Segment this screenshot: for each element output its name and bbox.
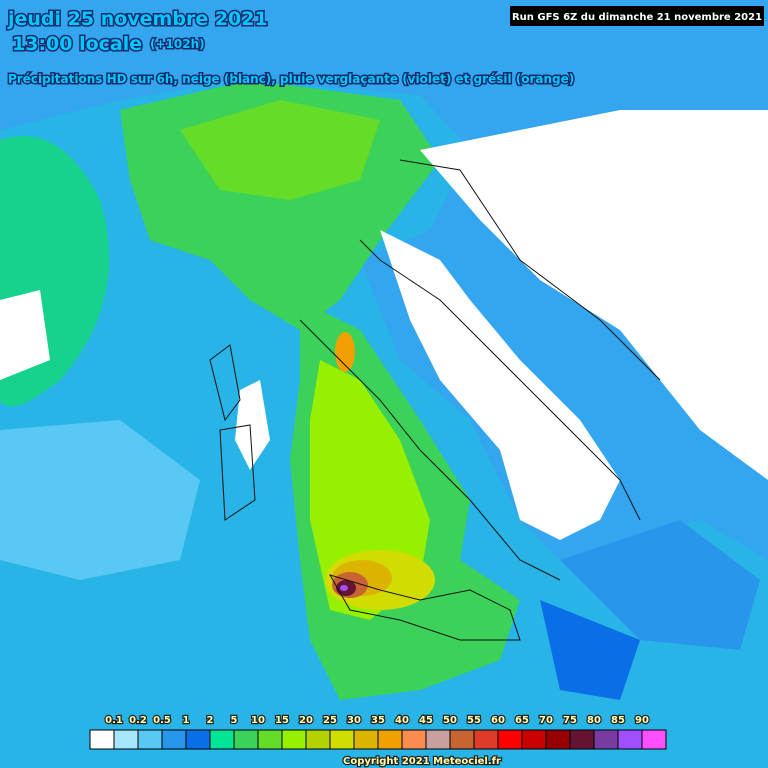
legend-label: 55	[467, 715, 481, 726]
date-title: jeudi 25 novembre 2021	[7, 8, 268, 30]
copyright: Copyright 2021 Meteociel.fr	[343, 756, 501, 767]
legend-swatch	[521, 729, 547, 750]
legend-swatch	[209, 729, 235, 750]
legend-swatch	[401, 729, 427, 750]
legend-swatch	[617, 729, 643, 750]
legend-swatch	[593, 729, 619, 750]
legend-label: 1	[183, 715, 190, 726]
subtitle: Précipitations HD sur 6h, neige (blanc),…	[8, 72, 574, 86]
legend-swatch	[89, 729, 115, 750]
legend-swatch	[257, 729, 283, 750]
run-info: Run GFS 6Z du dimanche 21 novembre 2021	[512, 12, 762, 23]
legend-swatch	[329, 729, 355, 750]
legend-label: 20	[299, 715, 313, 726]
legend-label: 10	[251, 715, 265, 726]
legend-swatch	[545, 729, 571, 750]
legend-label: 35	[371, 715, 385, 726]
legend-swatch	[497, 729, 523, 750]
legend-swatch	[425, 729, 451, 750]
legend-label: 70	[539, 715, 553, 726]
legend-label: 75	[563, 715, 577, 726]
legend-swatch	[449, 729, 475, 750]
legend-swatch	[377, 729, 403, 750]
legend-label: 2	[207, 715, 214, 726]
legend-swatch	[137, 729, 163, 750]
legend-label: 60	[491, 715, 505, 726]
legend-label: 65	[515, 715, 529, 726]
legend: 0.1 0.2 0.5 1 2 5 10 15 20 25 30 35 40 45 50 55 60 65 70 75…	[89, 714, 667, 750]
legend-label: 5	[231, 715, 238, 726]
legend-label: 0.1	[105, 715, 123, 726]
legend-label: 0.2	[129, 715, 147, 726]
legend-swatch	[233, 729, 259, 750]
dry-land	[0, 110, 768, 540]
legend-label: 90	[635, 715, 649, 726]
run-box	[510, 6, 764, 26]
lead-time: (+102h)	[150, 37, 205, 51]
legend-label: 45	[419, 715, 433, 726]
legend-label: 40	[395, 715, 409, 726]
legend-swatch	[185, 729, 211, 750]
coastlines	[209, 159, 661, 641]
legend-label: 80	[587, 715, 601, 726]
time-title: 13:00 locale	[12, 33, 142, 55]
legend-label: 0.5	[153, 715, 171, 726]
legend-label: 85	[611, 715, 625, 726]
legend-swatch	[641, 729, 667, 750]
legend-label: 25	[323, 715, 337, 726]
precip-field	[0, 80, 768, 768]
legend-label: 15	[275, 715, 289, 726]
legend-swatch	[281, 729, 307, 750]
legend-swatch	[161, 729, 187, 750]
legend-swatch	[353, 729, 379, 750]
legend-label: 30	[347, 715, 361, 726]
legend-swatch	[473, 729, 499, 750]
legend-swatch	[113, 729, 139, 750]
legend-label: 50	[443, 715, 457, 726]
legend-swatch	[569, 729, 595, 750]
legend-swatch	[305, 729, 331, 750]
